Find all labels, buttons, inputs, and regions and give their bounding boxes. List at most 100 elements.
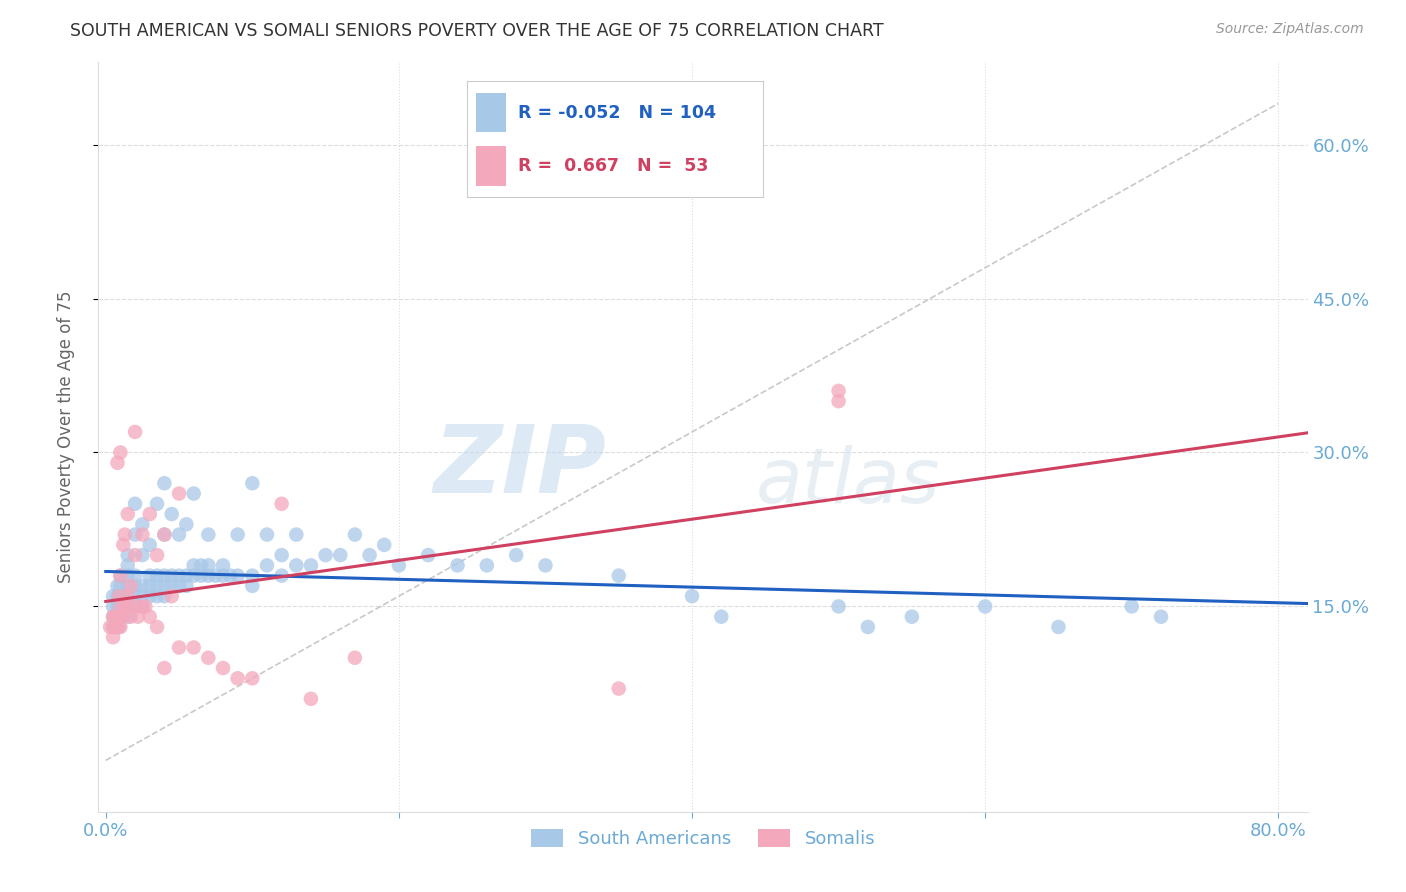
Point xyxy=(153,579,176,593)
Point xyxy=(107,609,129,624)
Point xyxy=(101,620,124,634)
Point xyxy=(107,456,129,470)
Point xyxy=(124,425,146,439)
Point xyxy=(607,568,630,582)
Point xyxy=(418,548,440,562)
Point xyxy=(117,579,139,593)
Point xyxy=(827,384,849,398)
Point xyxy=(974,599,997,614)
Point xyxy=(117,507,139,521)
Point xyxy=(226,568,249,582)
Point xyxy=(160,568,183,582)
Point xyxy=(134,599,156,614)
Point xyxy=(153,527,176,541)
Point xyxy=(101,599,124,614)
Point xyxy=(534,558,557,573)
Point xyxy=(153,527,176,541)
Point xyxy=(110,609,132,624)
Point xyxy=(110,609,132,624)
Point xyxy=(240,476,263,491)
Point xyxy=(131,599,153,614)
Point xyxy=(256,527,278,541)
Point xyxy=(124,589,146,603)
Point xyxy=(117,599,139,614)
Point xyxy=(108,609,131,624)
Point xyxy=(240,671,263,685)
Text: Source: ZipAtlas.com: Source: ZipAtlas.com xyxy=(1216,22,1364,37)
Point xyxy=(131,517,153,532)
Point xyxy=(153,568,176,582)
Point xyxy=(124,527,146,541)
Point xyxy=(117,568,139,582)
Point xyxy=(101,609,124,624)
Point xyxy=(101,630,124,644)
Point xyxy=(197,527,219,541)
Legend: South Americans, Somalis: South Americans, Somalis xyxy=(523,822,883,855)
Point xyxy=(153,661,176,675)
Point xyxy=(108,609,131,624)
Point xyxy=(114,599,136,614)
Point xyxy=(270,548,292,562)
Point xyxy=(98,620,121,634)
Point xyxy=(190,558,212,573)
Point xyxy=(146,589,169,603)
Point xyxy=(131,548,153,562)
Point xyxy=(505,548,527,562)
Point xyxy=(138,568,160,582)
Point xyxy=(110,568,132,582)
Point xyxy=(827,394,849,409)
Point xyxy=(176,579,198,593)
Point xyxy=(131,599,153,614)
Point xyxy=(146,568,169,582)
Point xyxy=(107,589,129,603)
Point xyxy=(607,681,630,696)
Text: SOUTH AMERICAN VS SOMALI SENIORS POVERTY OVER THE AGE OF 75 CORRELATION CHART: SOUTH AMERICAN VS SOMALI SENIORS POVERTY… xyxy=(70,22,884,40)
Point xyxy=(285,527,308,541)
Point xyxy=(117,558,139,573)
Point xyxy=(219,568,242,582)
Point xyxy=(226,527,249,541)
Point xyxy=(107,599,129,614)
Point xyxy=(388,558,411,573)
Point xyxy=(107,609,129,624)
Point xyxy=(101,620,124,634)
Point xyxy=(1047,620,1070,634)
Point xyxy=(359,548,381,562)
Point xyxy=(124,599,146,614)
Point xyxy=(176,568,198,582)
Point xyxy=(110,589,132,603)
Point xyxy=(138,589,160,603)
Point xyxy=(146,548,169,562)
Point xyxy=(343,527,366,541)
Point xyxy=(285,558,308,573)
Point xyxy=(124,579,146,593)
Point xyxy=(107,620,129,634)
Point xyxy=(153,589,176,603)
Point xyxy=(110,599,132,614)
Point xyxy=(108,599,131,614)
Point xyxy=(103,609,125,624)
Point xyxy=(270,497,292,511)
Point xyxy=(131,527,153,541)
Point xyxy=(167,579,190,593)
Point xyxy=(183,558,205,573)
Point xyxy=(110,568,132,582)
Point xyxy=(901,609,924,624)
Point xyxy=(117,599,139,614)
Point xyxy=(108,589,131,603)
Point xyxy=(183,486,205,500)
Point xyxy=(110,579,132,593)
Point xyxy=(120,609,142,624)
Point xyxy=(108,589,131,603)
Point xyxy=(124,548,146,562)
Point xyxy=(117,589,139,603)
Point xyxy=(183,568,205,582)
Point xyxy=(167,640,190,655)
Point xyxy=(146,579,169,593)
Point xyxy=(299,558,322,573)
Point xyxy=(167,486,190,500)
Point xyxy=(827,599,849,614)
Point xyxy=(114,527,136,541)
Point xyxy=(146,497,169,511)
Point xyxy=(110,620,132,634)
